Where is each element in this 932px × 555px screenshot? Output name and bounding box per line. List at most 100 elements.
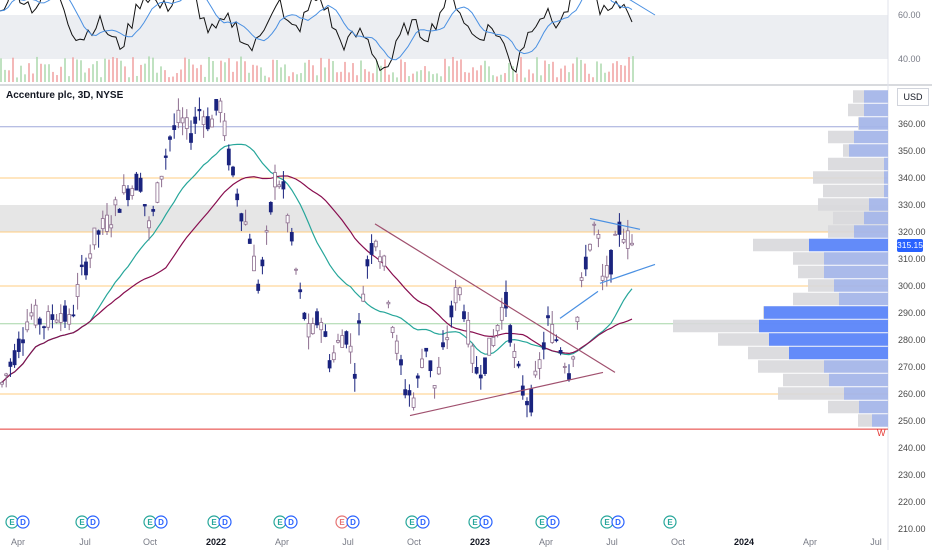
candle-up	[176, 109, 181, 124]
candle-up	[155, 182, 160, 203]
price-tick-label: 220.00	[898, 497, 926, 507]
channel-top	[589, 217, 641, 230]
volume-bar	[236, 61, 238, 82]
candle-up	[466, 319, 471, 345]
price-tick-label: 310.00	[898, 254, 926, 264]
candle-up	[92, 227, 97, 246]
price-tick-label: 280.00	[898, 335, 926, 345]
volume-bar	[324, 67, 326, 82]
volume-bar	[164, 70, 166, 82]
candle-up	[373, 240, 378, 248]
candle-down	[197, 108, 202, 112]
volume-bar	[360, 60, 362, 82]
volume-bar	[588, 73, 590, 82]
volume-bar	[280, 67, 282, 82]
event-letter: E	[667, 518, 673, 527]
candle-down	[541, 342, 546, 350]
volume-bar	[208, 56, 210, 82]
candle-down	[546, 315, 550, 319]
volume-bar	[224, 62, 226, 82]
volume-bar	[128, 77, 130, 82]
candle-up	[579, 277, 584, 281]
time-tick-label: Apr	[539, 537, 553, 547]
volume-bar	[316, 75, 318, 82]
volume-bar	[180, 69, 182, 82]
volume-bar	[172, 76, 174, 82]
candle-up	[336, 340, 340, 343]
volume-profile-up	[854, 130, 888, 144]
volume-bar	[96, 61, 98, 82]
candle-down	[403, 389, 408, 396]
currency-button[interactable]: USD	[897, 88, 929, 106]
volume-bar	[552, 61, 554, 82]
volume-profile-up	[869, 198, 888, 211]
volume-bar	[408, 76, 410, 82]
oscillator-tick-label: 60.00	[898, 10, 921, 20]
earnings-dividend-marker[interactable]: E	[663, 515, 677, 529]
candle-up	[592, 223, 597, 226]
volume-bar	[392, 72, 394, 82]
volume-bar	[264, 75, 266, 82]
volume-profile-bar	[778, 387, 888, 400]
candle-up	[495, 325, 500, 332]
candle-up	[571, 356, 576, 360]
volume-bar	[84, 72, 86, 82]
volume-bar	[600, 63, 602, 82]
volume-bar	[240, 56, 242, 82]
candle-down	[37, 318, 42, 325]
candle-up	[470, 345, 475, 364]
candle-down	[583, 256, 588, 270]
event-letter: E	[539, 518, 545, 527]
volume-bar	[40, 63, 42, 82]
volume-bar	[452, 56, 454, 82]
price-tick-label: 350.00	[898, 146, 926, 156]
price-tick-label: 210.00	[898, 524, 926, 534]
volume-profile-bar	[793, 252, 888, 265]
descending-trendline	[374, 223, 616, 373]
volume-bar	[276, 59, 278, 82]
candle-up	[264, 230, 269, 233]
volume-profile-bar	[793, 292, 888, 306]
candle-down	[42, 326, 46, 329]
volume-bar	[64, 58, 66, 82]
volume-bar	[260, 67, 262, 82]
volume-bar	[320, 57, 322, 82]
volume-profile-bar	[853, 90, 888, 103]
price-tick-label: 340.00	[898, 173, 926, 183]
time-tick-label: Jul	[606, 537, 618, 547]
volume-bar	[568, 72, 570, 82]
oscillator-band	[0, 15, 888, 59]
candle-down	[235, 193, 240, 201]
candle-up	[420, 358, 424, 368]
event-letter: D	[350, 518, 356, 527]
volume-bar	[428, 71, 430, 82]
volume-bar	[584, 63, 586, 82]
volume-bar	[412, 73, 414, 82]
candle-down	[16, 338, 21, 352]
candle-up	[331, 352, 336, 361]
candle-up	[0, 382, 4, 385]
candle-down	[424, 347, 429, 352]
candle-up	[58, 313, 63, 323]
event-letter: E	[147, 518, 153, 527]
volume-bar	[148, 56, 150, 82]
volume-bar	[48, 64, 50, 82]
time-tick-label: Jul	[342, 537, 354, 547]
candle-up	[243, 221, 248, 225]
candle-down	[365, 259, 370, 267]
candle-up	[180, 117, 185, 124]
volume-bar	[544, 60, 546, 82]
volume-bar	[212, 61, 214, 82]
